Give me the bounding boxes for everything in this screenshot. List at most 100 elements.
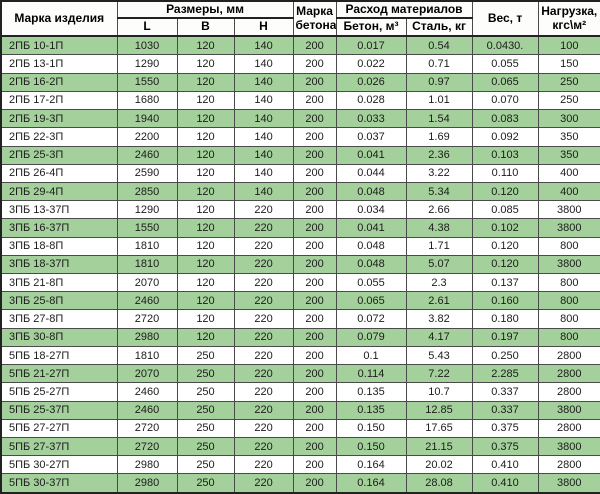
cell-length: 2980 xyxy=(116,327,178,347)
cell-height: 220 xyxy=(233,327,294,347)
cell-width: 120 xyxy=(176,54,235,74)
cell-load: 3800 xyxy=(537,200,600,220)
cell-concrete-volume: 0.135 xyxy=(335,400,407,420)
cell-weight: 0.110 xyxy=(471,163,539,183)
cell-height: 220 xyxy=(233,473,294,494)
cell-weight: 0.375 xyxy=(471,418,539,439)
cell-height: 140 xyxy=(233,90,294,111)
cell-concrete-volume: 0.048 xyxy=(335,254,407,275)
cell-load: 800 xyxy=(537,309,600,329)
table-row: 5ПБ 27-37П 2720 250 220 200 0.150 21.15 … xyxy=(0,437,600,457)
cell-concrete-volume: 0.1 xyxy=(335,345,407,366)
cell-width: 120 xyxy=(176,291,235,311)
cell-length: 2460 xyxy=(116,291,178,311)
cell-mark: 5ПБ 30-27П xyxy=(0,455,118,475)
cell-concrete-volume: 0.041 xyxy=(335,145,407,165)
cell-height: 140 xyxy=(233,35,294,56)
cell-concrete-grade: 200 xyxy=(292,327,337,347)
cell-length: 1810 xyxy=(116,345,178,366)
cell-load: 250 xyxy=(537,90,600,111)
cell-height: 220 xyxy=(233,364,294,384)
table-row: 2ПБ 13-1П 1290 120 140 200 0.022 0.71 0.… xyxy=(0,54,600,74)
cell-concrete-grade: 200 xyxy=(292,145,337,165)
cell-weight: 0.160 xyxy=(471,291,539,311)
cell-mark: 5ПБ 30-37П xyxy=(0,473,118,494)
cell-height: 220 xyxy=(233,236,294,256)
cell-length: 2460 xyxy=(116,382,178,402)
cell-width: 120 xyxy=(176,127,235,147)
cell-length: 1030 xyxy=(116,35,178,56)
cell-steel: 5.34 xyxy=(405,181,473,202)
cell-mark: 5ПБ 18-27П xyxy=(0,345,118,366)
table-row: 3ПБ 13-37П 1290 120 220 200 0.034 2.66 0… xyxy=(0,200,600,220)
table-row: 5ПБ 18-27П 1810 250 220 200 0.1 5.43 0.2… xyxy=(0,345,600,366)
cell-concrete-volume: 0.079 xyxy=(335,327,407,347)
cell-load: 3800 xyxy=(537,254,600,275)
cell-concrete-grade: 200 xyxy=(292,364,337,384)
cell-load: 2800 xyxy=(537,382,600,402)
cell-weight: 2.285 xyxy=(471,364,539,384)
cell-concrete-grade: 200 xyxy=(292,273,337,293)
cell-height: 220 xyxy=(233,200,294,220)
table-row: 5ПБ 25-27П 2460 250 220 200 0.135 10.7 0… xyxy=(0,382,600,402)
cell-weight: 0.120 xyxy=(471,181,539,202)
cell-weight: 0.137 xyxy=(471,273,539,293)
cell-steel: 4.17 xyxy=(405,327,473,347)
cell-height: 220 xyxy=(233,400,294,420)
cell-concrete-volume: 0.037 xyxy=(335,127,407,147)
cell-weight: 0.410 xyxy=(471,473,539,494)
column-header-width: B xyxy=(176,17,235,37)
table-row: 2ПБ 16-2П 1550 120 140 200 0.026 0.97 0.… xyxy=(0,72,600,92)
cell-weight: 0.197 xyxy=(471,327,539,347)
cell-concrete-volume: 0.150 xyxy=(335,437,407,457)
cell-width: 250 xyxy=(176,345,235,366)
cell-weight: 0.180 xyxy=(471,309,539,329)
cell-width: 120 xyxy=(176,327,235,347)
cell-concrete-volume: 0.041 xyxy=(335,218,407,238)
cell-length: 2460 xyxy=(116,400,178,420)
cell-length: 2720 xyxy=(116,418,178,439)
cell-load: 800 xyxy=(537,273,600,293)
cell-steel: 2.36 xyxy=(405,145,473,165)
table-row: 3ПБ 18-37П 1810 120 220 200 0.048 5.07 0… xyxy=(0,254,600,275)
cell-load: 2800 xyxy=(537,455,600,475)
table-body: 2ПБ 10-1П 1030 120 140 200 0.017 0.54 0.… xyxy=(0,35,600,494)
cell-weight: 0.250 xyxy=(471,345,539,366)
cell-concrete-volume: 0.135 xyxy=(335,382,407,402)
cell-steel: 7.22 xyxy=(405,364,473,384)
cell-concrete-volume: 0.065 xyxy=(335,291,407,311)
cell-height: 140 xyxy=(233,181,294,202)
cell-height: 220 xyxy=(233,291,294,311)
cell-steel: 21.15 xyxy=(405,437,473,457)
table-row: 2ПБ 19-3П 1940 120 140 200 0.033 1.54 0.… xyxy=(0,109,600,129)
cell-height: 140 xyxy=(233,127,294,147)
cell-concrete-volume: 0.072 xyxy=(335,309,407,329)
table-row: 3ПБ 16-37П 1550 120 220 200 0.041 4.38 0… xyxy=(0,218,600,238)
cell-concrete-grade: 200 xyxy=(292,309,337,329)
cell-concrete-volume: 0.114 xyxy=(335,364,407,384)
cell-length: 2590 xyxy=(116,163,178,183)
cell-weight: 0.337 xyxy=(471,400,539,420)
cell-weight: 0.410 xyxy=(471,455,539,475)
cell-length: 2720 xyxy=(116,309,178,329)
cell-load: 3800 xyxy=(537,437,600,457)
cell-mark: 2ПБ 25-3П xyxy=(0,145,118,165)
cell-concrete-grade: 200 xyxy=(292,418,337,439)
cell-weight: 0.103 xyxy=(471,145,539,165)
cell-mark: 5ПБ 21-27П xyxy=(0,364,118,384)
cell-load: 350 xyxy=(537,145,600,165)
cell-load: 350 xyxy=(537,127,600,147)
cell-concrete-grade: 200 xyxy=(292,200,337,220)
cell-concrete-volume: 0.028 xyxy=(335,90,407,111)
cell-width: 250 xyxy=(176,400,235,420)
cell-height: 220 xyxy=(233,218,294,238)
cell-steel: 0.54 xyxy=(405,35,473,56)
cell-width: 250 xyxy=(176,382,235,402)
cell-concrete-grade: 200 xyxy=(292,400,337,420)
cell-steel: 17.65 xyxy=(405,418,473,439)
cell-width: 250 xyxy=(176,473,235,494)
cell-weight: 0.120 xyxy=(471,236,539,256)
cell-concrete-volume: 0.033 xyxy=(335,109,407,129)
column-header-mark: Марка изделия xyxy=(0,0,118,37)
